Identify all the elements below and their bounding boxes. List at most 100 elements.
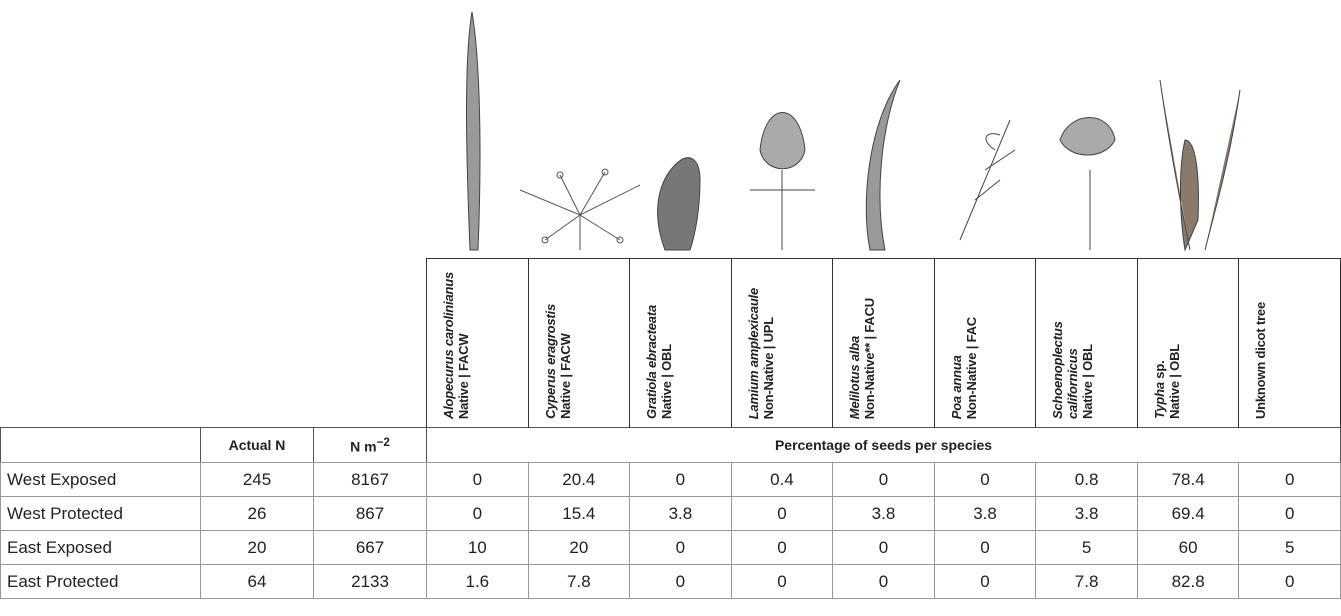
n-per-m2: 867 <box>314 497 427 531</box>
percentage: 20.4 <box>528 463 630 497</box>
species-status: Non-Native** | FACU <box>862 298 877 419</box>
species-header: Typha sp.Native | OBL <box>1137 259 1239 428</box>
percentage: 3.8 <box>630 497 732 531</box>
plant-image <box>1160 80 1240 250</box>
species-status: Native | OBL <box>1167 344 1182 419</box>
page: Alopecurus carolinianusNative | FACWCype… <box>0 0 1341 616</box>
percentage: 0 <box>934 463 1036 497</box>
percentage: 0 <box>1239 463 1341 497</box>
percentage: 0.4 <box>731 463 833 497</box>
species-status: Native | OBL <box>1080 344 1095 419</box>
percentage: 0 <box>731 531 833 565</box>
plant-image <box>467 12 481 250</box>
percentage: 0 <box>833 531 935 565</box>
percentage: 7.8 <box>528 565 630 599</box>
percentage: 0 <box>934 531 1036 565</box>
actual-n: 64 <box>201 565 314 599</box>
percentage: 0 <box>630 463 732 497</box>
species-header: Unknown dicot tree <box>1239 259 1341 428</box>
percentage: 78.4 <box>1137 463 1239 497</box>
percentage: 1.6 <box>427 565 529 599</box>
percentage: 0 <box>833 463 935 497</box>
percentage: 0 <box>427 463 529 497</box>
species-status: Non-Native | UPL <box>761 317 776 419</box>
plant-image <box>1060 118 1115 251</box>
percentage: 5 <box>1239 531 1341 565</box>
species-name: Lamium amplexicaule <box>746 288 761 419</box>
n-per-m2: 8167 <box>314 463 427 497</box>
species-name: Cyperus eragrostis <box>543 304 558 419</box>
species-name: Typha <box>1152 382 1167 419</box>
n-per-m2: 2133 <box>314 565 427 599</box>
actual-n: 20 <box>201 531 314 565</box>
percentage: 3.8 <box>934 497 1036 531</box>
percentage: 0 <box>630 531 732 565</box>
plant-image <box>960 120 1015 240</box>
percentage: 0.8 <box>1036 463 1138 497</box>
percentage: 3.8 <box>1036 497 1138 531</box>
percentage: 7.8 <box>1036 565 1138 599</box>
percentage: 0 <box>1239 565 1341 599</box>
group-header: Percentage of seeds per species <box>427 428 1341 463</box>
species-suffix: sp. <box>1152 361 1167 379</box>
unit-base: N m <box>350 438 376 454</box>
species-name: Alopecurus carolinianus <box>441 272 456 419</box>
plant-image <box>658 158 700 250</box>
percentage: 10 <box>427 531 529 565</box>
plant-images <box>0 0 1341 258</box>
column-header: Actual N <box>201 428 314 463</box>
unit-exponent: −2 <box>377 436 390 449</box>
percentage: 69.4 <box>1137 497 1239 531</box>
n-per-m2: 667 <box>314 531 427 565</box>
row-label: East Exposed <box>1 531 201 565</box>
species-name: Melilotus alba <box>847 336 862 419</box>
percentage: 82.8 <box>1137 565 1239 599</box>
species-status: Native | FACW <box>558 333 573 419</box>
species-name: Schoenoplectus californicus <box>1050 321 1080 419</box>
percentage: 0 <box>731 497 833 531</box>
empty-cell <box>1 428 201 463</box>
species-label: Typha sp.Native | OBL <box>1152 344 1182 419</box>
percentage: 60 <box>1137 531 1239 565</box>
row-label: West Exposed <box>1 463 201 497</box>
column-header: N m−2 <box>314 428 427 463</box>
plant-image <box>750 113 815 251</box>
percentage: 0 <box>833 565 935 599</box>
species-name: Unknown dicot tree <box>1253 302 1268 419</box>
species-label: Unknown dicot tree <box>1253 302 1268 419</box>
empty-cell <box>1 259 427 428</box>
percentage: 3.8 <box>833 497 935 531</box>
percentage: 0 <box>427 497 529 531</box>
actual-n: 245 <box>201 463 314 497</box>
species-status: Native | FACW <box>456 333 471 419</box>
row-label: West Protected <box>1 497 201 531</box>
row-label: East Protected <box>1 565 201 599</box>
species-name: Gratiola ebracteata <box>644 305 659 419</box>
plant-image <box>520 169 640 250</box>
plant-image <box>866 80 900 250</box>
percentage: 0 <box>934 565 1036 599</box>
percentage: 5 <box>1036 531 1138 565</box>
species-status: Non-Native | FAC <box>964 317 979 419</box>
species-status: Native | OBL <box>659 344 674 419</box>
